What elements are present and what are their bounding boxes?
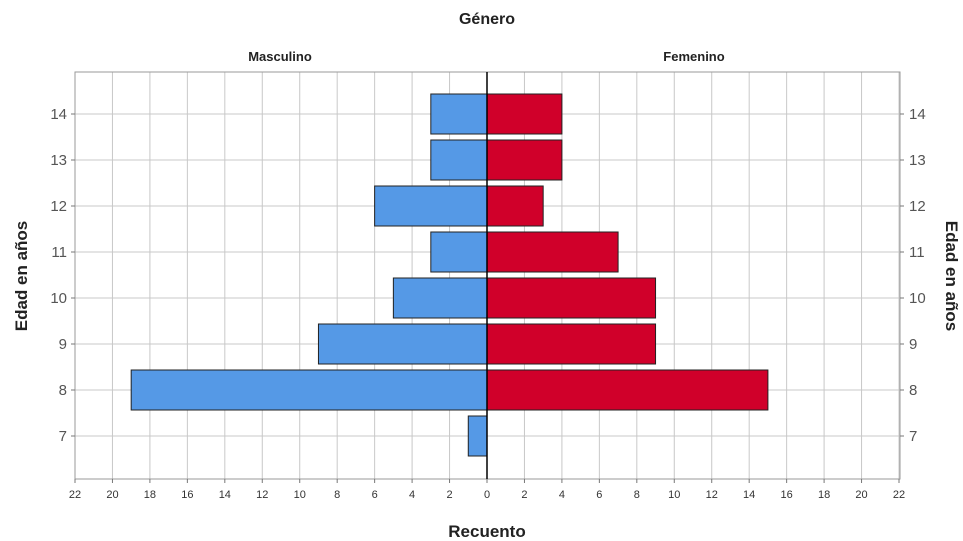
y-tick-label-right: 9 [909,336,917,353]
x-tick-label: 2 [521,489,527,501]
y-tick-label-right: 13 [909,152,926,169]
x-tick-label: 22 [893,489,905,501]
x-axis-label: Recuento [448,522,525,541]
x-tick-label: 4 [409,489,415,501]
x-tick-label: 8 [334,489,340,501]
bar-masculino-7 [467,415,488,457]
x-tick-label: 10 [294,489,306,501]
x-tick-label: 20 [855,489,867,501]
y-tick-label-left: 9 [59,336,67,353]
y-tick-label-right: 11 [909,244,925,261]
y-tick-label-left: 11 [51,244,67,261]
x-tick-label: 6 [372,489,378,501]
x-tick-label: 10 [668,489,680,501]
y-ticks-right: 7 8 9 10 11 12 13 14 [900,106,926,445]
x-tick-label: 22 [69,489,81,501]
bar-femenino-8 [486,369,769,411]
x-tick-label: 20 [106,489,118,501]
y-ticks-left: 7 8 9 10 11 12 13 14 [50,106,75,445]
y-tick-label-right: 14 [909,106,926,123]
x-tick-label: 2 [446,489,452,501]
bar-masculino-10 [392,277,488,319]
x-tick-label: 16 [781,489,793,501]
x-tick-label: 12 [256,489,268,501]
bar-femenino-11 [486,231,619,273]
x-tick-label: 8 [634,489,640,501]
x-ticks: 22 20 18 16 14 12 10 8 6 4 2 0 2 4 6 8 10 12 14 16 18 20 22 [69,479,905,501]
bar-masculino-14 [430,93,488,135]
chart-title: Género [459,11,515,28]
y-tick-label-left: 10 [50,290,67,307]
y-tick-label-left: 12 [50,198,67,215]
y-tick-label-left: 8 [59,382,67,399]
x-tick-label: 14 [743,489,755,501]
y-tick-label-right: 12 [909,198,926,215]
y-tick-label-right: 10 [909,290,926,307]
x-tick-label: 4 [559,489,565,501]
y-axis-label-left: Edad en años [12,221,31,332]
x-tick-label: 0 [484,489,490,501]
bar-femenino-9 [486,323,657,365]
y-tick-label-left: 14 [50,106,67,123]
bar-femenino-13 [486,139,563,181]
bar-femenino-12 [486,185,544,227]
y-axis-label-right: Edad en años [942,221,961,332]
bar-masculino-11 [430,231,488,273]
bars [130,93,769,457]
y-tick-label-right: 8 [909,382,917,399]
bar-masculino-13 [430,139,488,181]
bar-masculino-12 [374,185,488,227]
y-tick-label-right: 7 [909,428,917,445]
y-tick-label-left: 7 [59,428,67,445]
bar-femenino-10 [486,277,657,319]
bar-femenino-14 [486,93,563,135]
bar-masculino-8 [130,369,488,411]
x-tick-label: 12 [706,489,718,501]
x-tick-label: 16 [181,489,193,501]
y-tick-label-left: 13 [50,152,67,169]
bar-masculino-9 [317,323,488,365]
x-tick-label: 14 [219,489,231,501]
x-tick-label: 18 [818,489,830,501]
x-tick-label: 6 [596,489,602,501]
x-tick-label: 18 [144,489,156,501]
panel-label-femenino: Femenino [663,49,724,64]
panel-label-masculino: Masculino [248,49,312,64]
